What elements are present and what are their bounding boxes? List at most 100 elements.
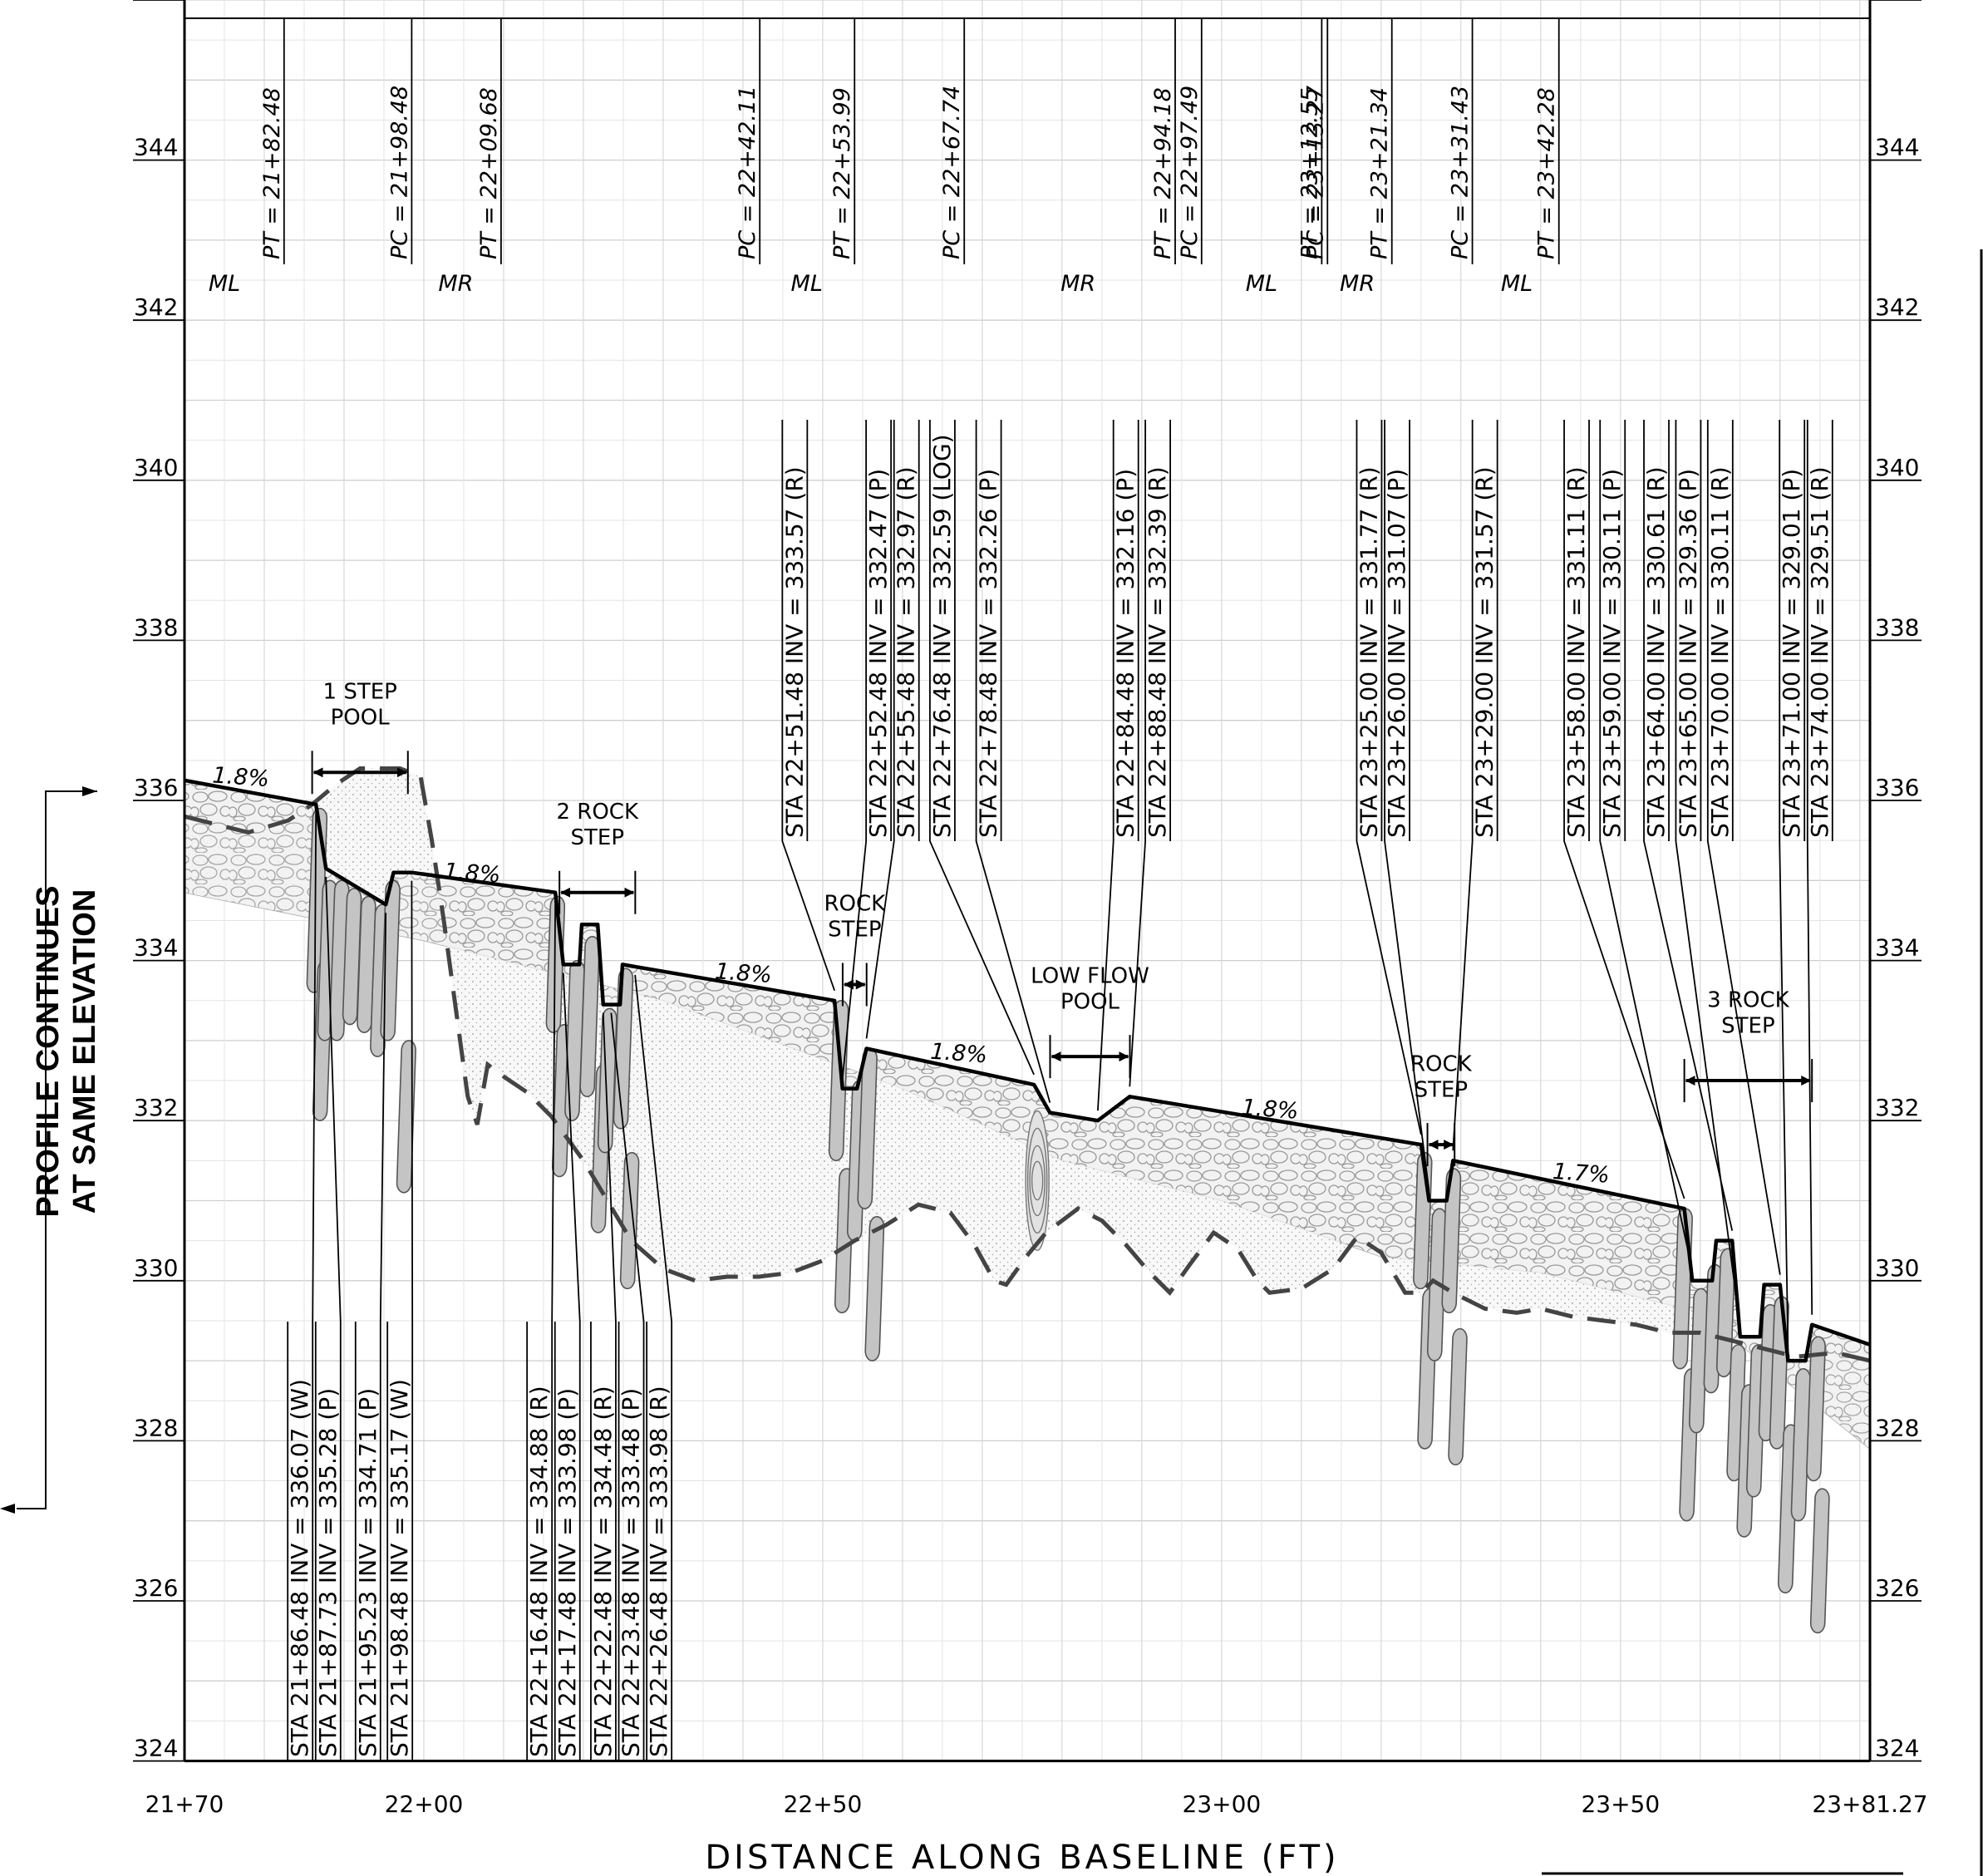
axis-labels: 346 346 344 344 342 342 340 340 338 338 336 336 334 3… <box>133 0 1928 1818</box>
elev-label-right: 328 <box>1875 1414 1919 1441</box>
alignment-label: PC = 23+31.43 <box>1448 86 1474 259</box>
feature-label: 3 ROCK <box>1707 987 1789 1012</box>
callout-leader <box>781 420 835 992</box>
curve-side-label: MR <box>438 271 473 297</box>
callout-leader <box>841 420 868 1079</box>
continue-arrow-shaft <box>17 790 97 1509</box>
elev-label-left: 346 <box>134 0 178 1</box>
callout-label: STA 23+26.00 INV = 331.07 (P) <box>1383 469 1410 838</box>
continue-arrow-head-left <box>0 1504 15 1514</box>
elev-label-left: 328 <box>134 1414 178 1441</box>
alignment-label: PT = 23+42.28 <box>1534 87 1560 259</box>
log-ring <box>1026 1127 1048 1234</box>
alignment-label: PC = 22+67.74 <box>939 86 965 259</box>
station-label: 23+00 <box>1183 1790 1262 1818</box>
slope-label: 1.7% <box>1552 1159 1611 1189</box>
elev-label-left: 334 <box>134 934 178 962</box>
feature-label: STEP <box>1721 1013 1775 1038</box>
rock-boulder <box>597 1007 618 1154</box>
rock-boulder <box>1448 1327 1468 1466</box>
callout-leader <box>411 880 414 1760</box>
elev-label-right: 344 <box>1875 134 1919 161</box>
station-label: 23+50 <box>1581 1790 1660 1818</box>
callout-label: STA 21+95.23 INV = 334.71 (P) <box>354 1388 381 1757</box>
callout-leader <box>975 420 1051 1103</box>
feature-label: ROCK <box>824 892 886 917</box>
side-note-line2: AT SAME ELEVATION <box>67 889 102 1214</box>
elev-label-right: 342 <box>1875 293 1919 321</box>
callout-label: STA 23+58.00 INV = 331.11 (R) <box>1562 466 1590 838</box>
callout-label: STA 23+29.00 INV = 331.57 (R) <box>1471 466 1498 838</box>
rock-boulder <box>619 1151 640 1290</box>
elev-label-right: 346 <box>1875 0 1919 1</box>
curve-side-label: ML <box>791 271 823 297</box>
callout-label: STA 21+98.48 INV = 335.17 (W) <box>386 1379 413 1757</box>
curve-side-label: ML <box>1246 271 1277 297</box>
rock-boulder <box>828 1000 849 1162</box>
callout-leader <box>1706 420 1781 1275</box>
callout-leader <box>929 420 1035 1076</box>
elev-label-left: 338 <box>134 613 178 641</box>
rock-boulder <box>396 1040 416 1194</box>
callout-label: STA 23+59.00 INV = 330.11 (P) <box>1598 469 1626 838</box>
log-ring <box>1031 1160 1044 1201</box>
elev-label-right: 326 <box>1875 1574 1919 1602</box>
alignment-label: PT = 21+82.48 <box>259 87 285 259</box>
rock-boulder <box>579 935 600 1098</box>
callout-label: STA 22+17.48 INV = 333.98 (P) <box>554 1388 581 1757</box>
callout-label: STA 22+55.48 INV = 332.97 (R) <box>893 466 920 838</box>
alignment-label: PT = 22+09.68 <box>476 87 502 259</box>
log-structure-icon <box>1025 1110 1050 1252</box>
alignment-label: PT = 22+53.99 <box>829 87 855 259</box>
callout-leader <box>1563 420 1685 1199</box>
callout-leader <box>1779 420 1789 1352</box>
curve-side-label: ML <box>1501 271 1533 297</box>
feature-label: LOW FLOW <box>1031 963 1149 988</box>
feature-label: POOL <box>1060 989 1120 1014</box>
elev-label-left: 330 <box>134 1254 178 1282</box>
callout-leader <box>1599 420 1694 1271</box>
side-note-line1: PROFILE CONTINUES <box>31 885 66 1217</box>
curve-side-label: ML <box>209 271 240 297</box>
callout-label: STA 23+74.00 INV = 329.51 (R) <box>1806 466 1833 838</box>
elev-label-right: 330 <box>1875 1254 1919 1282</box>
callout-leader <box>1356 420 1422 1135</box>
slope-label: 1.8% <box>1241 1095 1300 1125</box>
elev-label-left: 326 <box>134 1574 178 1602</box>
slope-label: 1.8% <box>443 859 502 889</box>
grid-lines <box>184 0 1870 1762</box>
callout-leader <box>610 1012 645 1760</box>
station-label: 22+50 <box>784 1790 863 1818</box>
alignment-label: PC = 22+97.49 <box>1177 86 1203 259</box>
callout-leader <box>551 900 557 1760</box>
rock-boulder <box>1806 1336 1826 1482</box>
callout-label: STA 22+16.48 INV = 334.88 (R) <box>525 1386 553 1757</box>
x-axis-title: DISTANCE ALONG BASELINE (FT) <box>705 1839 1339 1876</box>
station-label: 23+81.27 <box>1812 1790 1927 1818</box>
curve-side-label: MR <box>1340 271 1375 297</box>
rock-boulder <box>864 1216 885 1361</box>
profile-lines <box>185 766 1870 1363</box>
callout-label: STA 22+88.48 INV = 332.39 (R) <box>1144 466 1171 838</box>
callout-leader <box>1452 420 1474 1151</box>
alignment-label: PT = 23+12.55 <box>1297 87 1322 259</box>
callout-label: STA 22+26.48 INV = 333.98 (R) <box>645 1386 672 1757</box>
callout-leader <box>1129 420 1146 1087</box>
axes-frame <box>183 0 1872 1763</box>
feature-label: STEP <box>1415 1077 1469 1102</box>
feature-label: STEP <box>571 825 625 850</box>
elev-label-left: 324 <box>134 1735 178 1762</box>
rock-boulders <box>306 807 1830 1634</box>
callout-leader <box>325 876 342 1760</box>
alignment-label: PC = 23+13.27 <box>1302 86 1328 259</box>
elev-label-right: 324 <box>1875 1735 1919 1762</box>
feature-label: POOL <box>331 706 391 731</box>
proposed-profile-line <box>185 778 1870 1363</box>
elev-label-right: 332 <box>1875 1094 1919 1121</box>
slope-label: 1.8% <box>211 762 270 792</box>
callout-label: STA 23+65.00 INV = 329.36 (P) <box>1674 469 1701 838</box>
continue-arrow-head-right <box>82 786 97 796</box>
log-ring <box>1029 1145 1046 1217</box>
callout-label: STA 22+51.48 INV = 333.57 (R) <box>780 466 808 838</box>
